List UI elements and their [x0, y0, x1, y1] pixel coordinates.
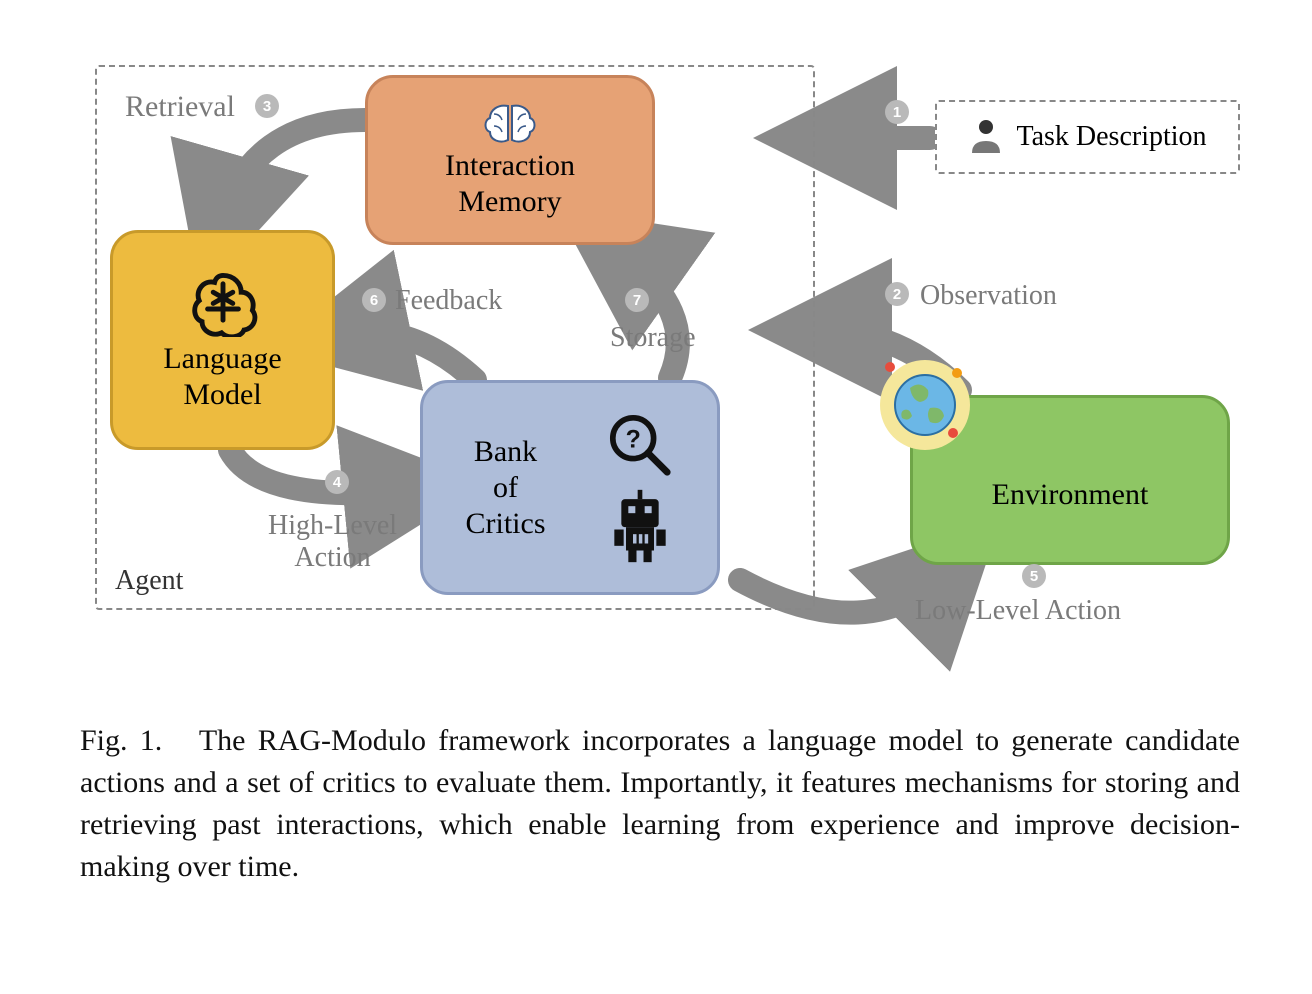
globe-icon [880, 360, 970, 450]
node-language-model: Language Model [110, 230, 335, 450]
node-bank-of-critics: Bank of Critics ? [420, 380, 720, 595]
figure-caption: Fig. 1. The RAG-Modulo framework incorpo… [80, 720, 1240, 888]
person-icon [968, 117, 1004, 157]
badge-7: 7 [625, 288, 649, 312]
node-task-description: Task Description [935, 100, 1240, 174]
label-observation: Observation [920, 280, 1057, 312]
label-high-level-action-2: Action [268, 542, 397, 574]
badge-5: 5 [1022, 564, 1046, 588]
bank-of-critics-label-3: Critics [466, 506, 546, 542]
svg-text:?: ? [625, 425, 640, 453]
caption-text: The RAG-Modulo framework incorporates a … [80, 724, 1240, 883]
openai-icon [188, 267, 258, 337]
label-low-level-action: Low-Level Action [915, 595, 1121, 627]
badge-4: 4 [325, 470, 349, 494]
language-model-label-2: Model [163, 377, 281, 413]
language-model-label-1: Language [163, 341, 281, 377]
label-high-level-action: High-Level Action [268, 510, 397, 574]
interaction-memory-label-2: Memory [445, 184, 575, 220]
node-interaction-memory: Interaction Memory [365, 75, 655, 245]
badge-1: 1 [885, 100, 909, 124]
label-storage: Storage [610, 322, 696, 354]
badge-3: 3 [255, 94, 279, 118]
bank-of-critics-label-1: Bank [466, 434, 546, 470]
badge-2: 2 [885, 282, 909, 306]
label-feedback: Feedback [395, 285, 502, 317]
environment-label: Environment [992, 477, 1149, 513]
label-high-level-action-1: High-Level [268, 510, 397, 542]
badge-6: 6 [362, 288, 386, 312]
task-description-label: Task Description [1016, 121, 1206, 153]
magnify-question-icon: ? [606, 411, 674, 479]
label-retrieval: Retrieval [125, 90, 235, 125]
interaction-memory-label-1: Interaction [445, 148, 575, 184]
caption-prefix: Fig. 1. [80, 724, 162, 757]
robot-icon [605, 487, 675, 565]
brain-icon [480, 100, 540, 148]
agent-label: Agent [115, 565, 183, 597]
bank-of-critics-label-2: of [466, 470, 546, 506]
diagram-canvas: Agent Language Model Interaction Memo [80, 50, 1240, 650]
